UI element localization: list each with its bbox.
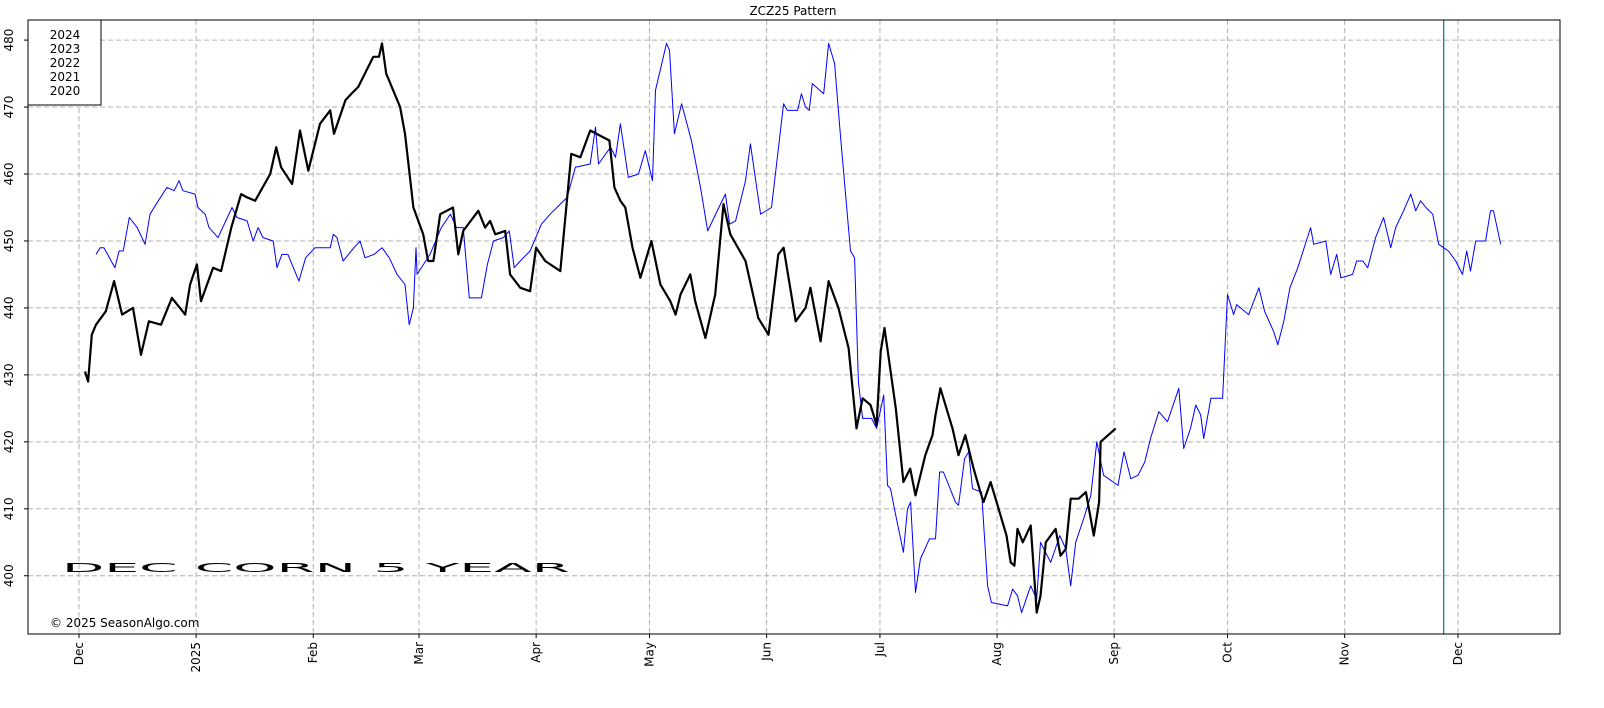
legend-entry: 2023 [50, 42, 81, 56]
x-tick-label: 2025 [189, 642, 203, 673]
lines [83, 42, 1502, 614]
y-tick-label: 440 [2, 296, 16, 319]
series-line [83, 42, 1117, 614]
x-tick-label: Dec [72, 642, 86, 665]
series-line [95, 42, 1502, 614]
x-tick-label: Jul [873, 642, 887, 657]
x-tick-label: Aug [990, 642, 1004, 665]
y-tick-label: 400 [2, 564, 16, 587]
y-tick-label: 410 [2, 497, 16, 520]
x-tick-label: Sep [1107, 642, 1121, 665]
x-tick-label: Nov [1338, 642, 1352, 665]
credit: © 2025 SeasonAlgo.com [50, 616, 199, 630]
y-tick-label: 480 [2, 29, 16, 52]
x-tick-label: May [642, 642, 656, 667]
y-tick-label: 470 [2, 96, 16, 119]
legend-entry: 2021 [50, 70, 81, 84]
x-tick-label: Apr [529, 642, 543, 663]
y-tick-label: 430 [2, 363, 16, 386]
x-tick-label: Jun [760, 642, 774, 662]
x-tick-label: Dec [1451, 642, 1465, 665]
y-tick-label: 420 [2, 430, 16, 453]
chart-title: ZCZ25 Pattern [749, 4, 836, 18]
legend-box [27, 19, 102, 106]
legend-entry: 2022 [50, 56, 81, 70]
x-tick-label: Oct [1221, 642, 1235, 663]
axes: 400 410 420 430 440 450 460 470 480 Dec 2025 Feb Mar… [2, 29, 1465, 673]
x-tick-label: Mar [412, 642, 426, 665]
y-tick-label: 460 [2, 163, 16, 186]
legend-entry: 2020 [50, 84, 81, 98]
y-tick-label: 450 [2, 230, 16, 253]
annotation: DEC CORN 5 YEAR [62, 561, 570, 575]
grid [28, 20, 1560, 634]
plot-frame [27, 19, 1561, 635]
x-tick-label: Feb [306, 642, 320, 663]
legend-entry: 2024 [50, 28, 81, 42]
